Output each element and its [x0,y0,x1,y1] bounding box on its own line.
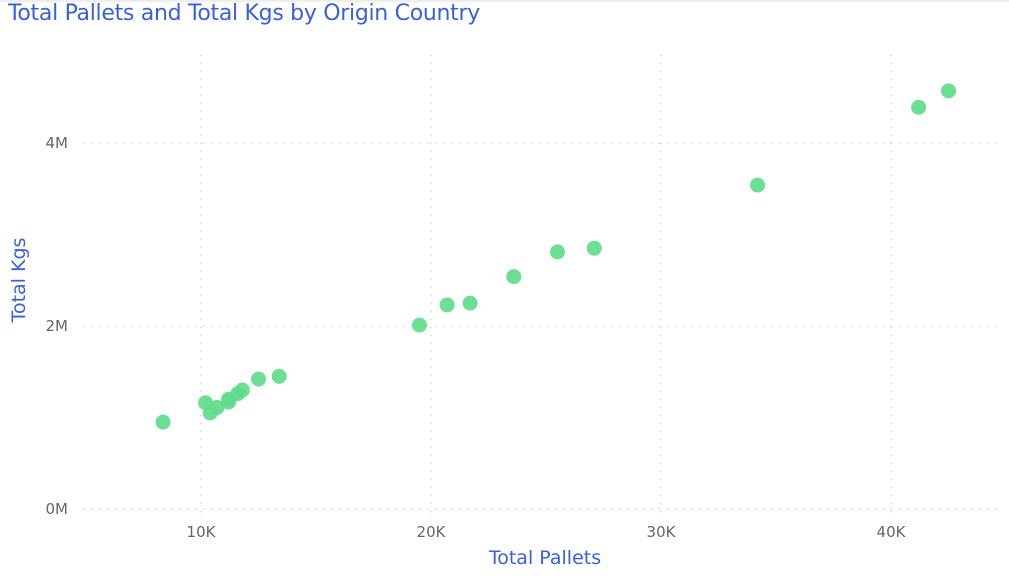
gridlines [83,55,1000,518]
y-tick-label: 0M [46,500,69,518]
x-tick-label: 30K [647,523,677,541]
data-point[interactable] [412,317,427,333]
data-point[interactable] [234,382,250,398]
x-axis-title: Total Pallets [488,547,601,569]
data-point[interactable] [941,83,956,99]
x-axis-ticks: 10K 20K 30K 40K [187,523,907,541]
data-point[interactable] [911,99,927,115]
y-axis-title: Total Kgs [8,238,30,324]
data-point[interactable] [462,295,478,311]
y-tick-label: 2M [46,317,69,335]
x-tick-label: 10K [187,523,217,541]
data-point[interactable] [209,399,225,415]
data-point[interactable] [550,244,565,260]
data-points [155,83,956,430]
data-point[interactable] [750,177,766,193]
data-point[interactable] [586,240,602,256]
y-axis-ticks: 0M 2M 4M [46,134,69,518]
data-point[interactable] [439,297,455,313]
data-point[interactable] [155,414,171,430]
y-tick-label: 4M [46,134,69,152]
chart-title: Total Pallets and Total Kgs by Origin Co… [8,1,480,26]
data-point[interactable] [271,368,287,384]
data-point[interactable] [251,371,266,387]
x-tick-label: 20K [417,523,447,541]
top-border [0,0,1009,2]
data-point[interactable] [506,269,522,285]
x-tick-label: 40K [877,523,907,541]
